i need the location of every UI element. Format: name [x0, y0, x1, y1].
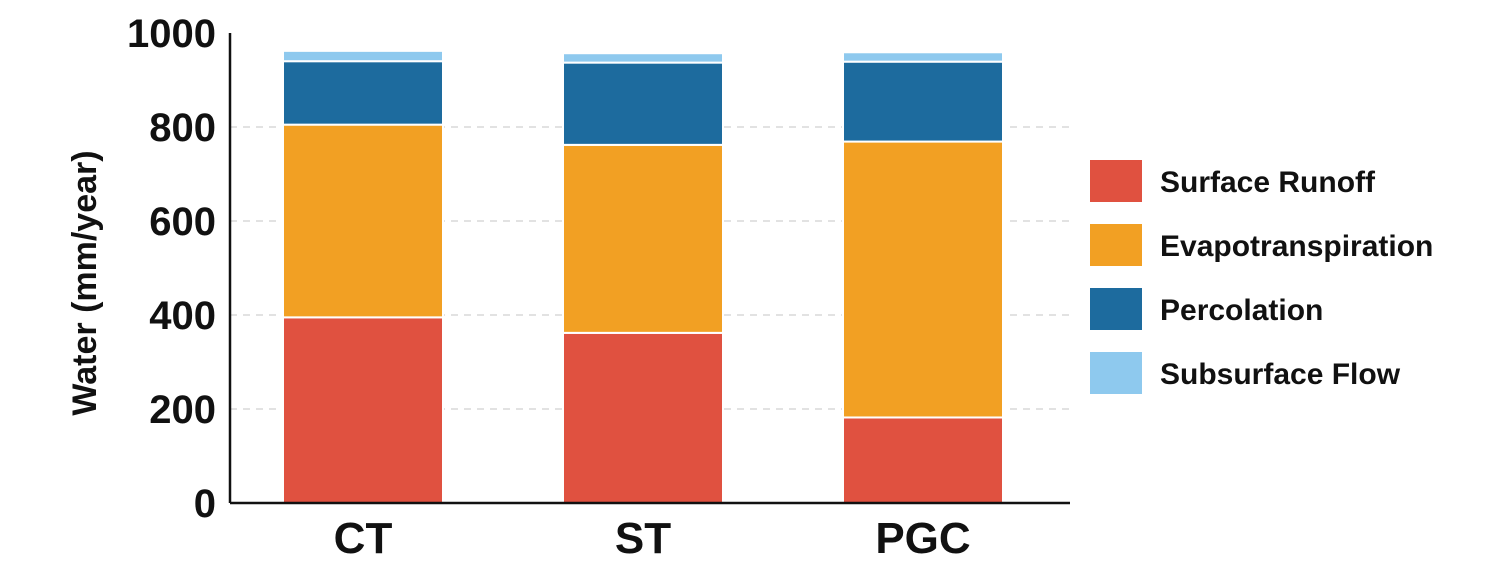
bars	[282, 49, 1004, 504]
y-tick-label: 800	[149, 106, 216, 150]
y-tick-label: 0	[194, 482, 216, 526]
bar-segment-evapotranspiration	[842, 140, 1004, 419]
y-tick-label: 1000	[127, 12, 216, 56]
bar-segment-evapotranspiration	[282, 123, 444, 319]
y-tick-labels: 0 200 400 600 800 1000	[127, 12, 216, 526]
y-tick-label: 400	[149, 294, 216, 338]
x-tick-label: ST	[615, 514, 671, 562]
y-tick-label: 200	[149, 388, 216, 432]
bar-segment-subsurface-flow	[562, 52, 724, 64]
legend-swatch	[1090, 352, 1142, 394]
axes	[228, 33, 1070, 505]
y-axis-label: Water (mm/year)	[66, 150, 104, 415]
bar-segment-percolation	[842, 60, 1004, 143]
x-tick-labels: CT ST PGC	[334, 514, 971, 562]
bar-segment-surface-runoff	[282, 316, 444, 504]
x-tick-label: PGC	[875, 514, 970, 562]
x-tick-label: CT	[334, 514, 393, 562]
bar-segment-subsurface-flow	[842, 51, 1004, 63]
legend: Surface Runoff Evapotranspiration Percolat…	[1090, 160, 1433, 394]
bar-segment-evapotranspiration	[562, 143, 724, 334]
bar-segment-surface-runoff	[842, 416, 1004, 504]
bar-segment-percolation	[282, 60, 444, 126]
legend-swatch	[1090, 288, 1142, 330]
bar-segment-surface-runoff	[562, 331, 724, 504]
y-tick-label: 600	[149, 200, 216, 244]
legend-label: Surface Runoff	[1160, 166, 1376, 199]
bar-segment-percolation	[562, 61, 724, 146]
legend-swatch	[1090, 224, 1142, 266]
legend-label: Evapotranspiration	[1160, 230, 1433, 263]
legend-label: Percolation	[1160, 294, 1323, 327]
legend-swatch	[1090, 160, 1142, 202]
bar-segment-subsurface-flow	[282, 49, 444, 63]
legend-label: Subsurface Flow	[1160, 358, 1401, 391]
